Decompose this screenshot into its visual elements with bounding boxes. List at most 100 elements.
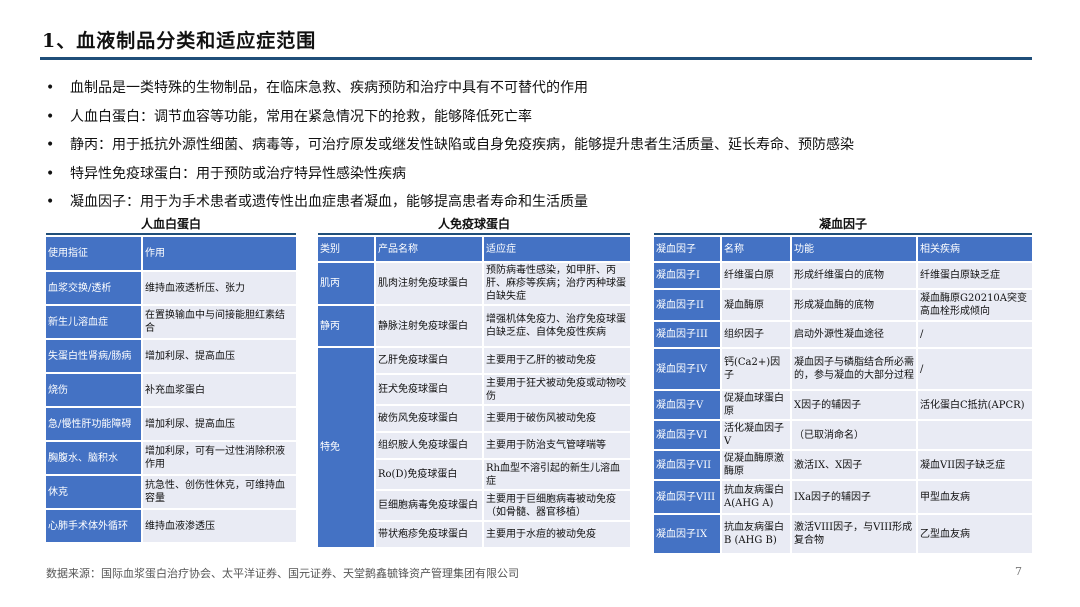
table-cell: 增加利尿、提高血压	[143, 340, 296, 372]
table-cell: 在置换输血中与间接能胆红素结合	[143, 306, 296, 338]
table-row: 急/慢性肝功能障碍 增加利尿、提高血压	[46, 408, 296, 440]
bullet-item: • 人血白蛋白：调节血容等功能，常用在紧急情况下的抢救，能够降低死亡率	[46, 108, 532, 125]
source-footnote: 数据来源：国际血浆蛋白治疗协会、太平洋证券、国元证券、天堂鹅鑫毓锋资产管理集团有…	[46, 567, 519, 580]
table-row: 带状疱疹免疫球蛋白 主要用于水痘的被动免疫	[318, 522, 630, 547]
table-cell: 增强机体免疫力、治疗免疫球蛋白缺乏症、自体免疫性疾病	[484, 306, 630, 346]
table-cell: 抗急性、创伤性休克，可维持血容量	[143, 476, 296, 508]
table-cell: 增加利尿、提高血压	[143, 408, 296, 440]
table-cell: 主要用于狂犬被动免疫或动物咬伤	[484, 375, 630, 404]
table-cell: 乙型血友病	[918, 515, 1032, 553]
table-cell: 钙(Ca2+)因子	[722, 349, 790, 389]
table-cell: 凝血因子与磷脂结合所必需的，参与凝血的大部分过程	[792, 349, 916, 389]
immunoglobulin-table: 类别 产品名称 适应症 肌丙 肌肉注射免疫球蛋白 预防病毒性感染，如甲肝、丙肝、麻疹等疾病…	[316, 235, 632, 549]
table-cell: 凝血酶原	[722, 290, 790, 320]
table-cell: 组织因子	[722, 322, 790, 347]
table-row: 凝血因子VI 活化凝血因子V （已取消命名）	[654, 421, 1032, 449]
immunoglobulin-title: 人免疫球蛋白	[437, 217, 510, 231]
table-cell: 启动外源性凝血途径	[792, 322, 916, 347]
table-cell: 甲型血友病	[918, 481, 1032, 513]
table-cell: 静脉注射免疫球蛋白	[376, 306, 482, 346]
bullet-item: • 特异性免疫球蛋白：用于预防或治疗特异性感染性疾病	[46, 165, 406, 182]
table-cell: 产品名称	[376, 237, 482, 261]
table-row: 烧伤 补充血浆蛋白	[46, 374, 296, 406]
table-cell: 形成纤维蛋白的底物	[792, 263, 916, 288]
table-cell: 名称	[722, 237, 790, 261]
table-row: 肌丙 肌肉注射免疫球蛋白 预防病毒性感染，如甲肝、丙肝、麻疹等疾病；治疗丙种球蛋白缺…	[318, 263, 630, 304]
table-row: 心肺手术体外循环 维持血液渗透压	[46, 510, 296, 542]
table-cell: 烧伤	[46, 374, 141, 406]
table-cell: 胸腹水、脑积水	[46, 442, 141, 474]
table-cell: 特免	[318, 348, 374, 547]
table-cell: 凝血因子I	[654, 263, 720, 288]
table-cell: 适应症	[484, 237, 630, 261]
table-cell: 巨细胞病毒免疫球蛋白	[376, 491, 482, 520]
table-cell: 肌肉注射免疫球蛋白	[376, 263, 482, 304]
table-row: 静丙 静脉注射免疫球蛋白 增强机体免疫力、治疗免疫球蛋白缺乏症、自体免疫性疾病	[318, 306, 630, 346]
table-row: 胸腹水、脑积水 增加利尿，可有一过性消除积液作用	[46, 442, 296, 474]
table-row: 组织胺人免疫球蛋白 主要用于防治支气管哮喘等	[318, 433, 630, 458]
table-row: 狂犬免疫球蛋白 主要用于狂犬被动免疫或动物咬伤	[318, 375, 630, 404]
table-cell: 主要用于防治支气管哮喘等	[484, 433, 630, 458]
table-cell: /	[918, 322, 1032, 347]
table-cell: 凝血因子III	[654, 322, 720, 347]
table-cell: Rh血型不溶引起的新生儿溶血症	[484, 460, 630, 489]
table-row: 休克 抗急性、创伤性休克，可维持血容量	[46, 476, 296, 508]
table-cell: 相关疾病	[918, 237, 1032, 261]
table-cell: 促凝血球蛋白原	[722, 391, 790, 419]
table-cell: 主要用于巨细胞病毒被动免疫（如骨髓、器官移植）	[484, 491, 630, 520]
table-cell: 纤维蛋白原	[722, 263, 790, 288]
table-cell: 凝血因子VII	[654, 451, 720, 479]
table-header-row: 使用指征 作用	[46, 237, 296, 270]
table-row: 失蛋白性肾病/肠病 增加利尿、提高血压	[46, 340, 296, 372]
table-cell: Ro(D)免疫球蛋白	[376, 460, 482, 489]
albumin-title-rule	[46, 233, 296, 235]
table-cell: 凝血因子V	[654, 391, 720, 419]
table-cell: 失蛋白性肾病/肠病	[46, 340, 141, 372]
coagulation-table: 凝血因子 名称 功能 相关疾病 凝血因子I 纤维蛋白原 形成纤维蛋白的底物 纤维蛋白原缺乏症凝…	[652, 235, 1034, 555]
table-cell: 活化凝血因子V	[722, 421, 790, 449]
table-cell: 血浆交换/透析	[46, 272, 141, 304]
albumin-table: 使用指征 作用 血浆交换/透析 维持血液透析压、张力 新生儿溶血症 在置换输血中与间接能胆…	[44, 235, 298, 544]
table-row: 特免 乙肝免疫球蛋白 主要用于乙肝的被动免疫	[318, 348, 630, 547]
table-cell: 心肺手术体外循环	[46, 510, 141, 542]
table-cell: 静丙	[318, 306, 374, 346]
table-cell: 维持血液渗透压	[143, 510, 296, 542]
table-cell: 功能	[792, 237, 916, 261]
title-divider	[40, 57, 1032, 60]
table-cell: 促凝血酶原激酶原	[722, 451, 790, 479]
table-row: Ro(D)免疫球蛋白 Rh血型不溶引起的新生儿溶血症	[318, 460, 630, 489]
table-cell: /	[918, 349, 1032, 389]
immunoglobulin-title-rule	[318, 233, 630, 235]
table-cell: 类别	[318, 237, 374, 261]
table-cell: 乙肝免疫球蛋白	[376, 348, 482, 373]
table-row: 凝血因子V 促凝血球蛋白原 X因子的辅因子 活化蛋白C抵抗(APCR)	[654, 391, 1032, 419]
table-cell: 凝血因子IX	[654, 515, 720, 553]
bullet-item: • 血制品是一类特殊的生物制品，在临床急救、疾病预防和治疗中具有不可替代的作用	[46, 80, 588, 96]
table-cell: 急/慢性肝功能障碍	[46, 408, 141, 440]
table-header-row: 凝血因子 名称 功能 相关疾病	[654, 237, 1032, 261]
table-cell: 增加利尿，可有一过性消除积液作用	[143, 442, 296, 474]
table-row: 巨细胞病毒免疫球蛋白 主要用于巨细胞病毒被动免疫（如骨髓、器官移植）	[318, 491, 630, 520]
table-cell: 凝血VII因子缺乏症	[918, 451, 1032, 479]
table-row: 凝血因子III 组织因子 启动外源性凝血途径 /	[654, 322, 1032, 347]
table-cell: 组织胺人免疫球蛋白	[376, 433, 482, 458]
table-cell: 维持血液透析压、张力	[143, 272, 296, 304]
table-row: 凝血因子VII 促凝血酶原激酶原 激活IX、X因子 凝血VII因子缺乏症	[654, 451, 1032, 479]
table-cell: 主要用于破伤风被动免疫	[484, 406, 630, 431]
table-cell: 主要用于乙肝的被动免疫	[484, 348, 630, 373]
table-cell: 肌丙	[318, 263, 374, 304]
table-cell: 主要用于水痘的被动免疫	[484, 522, 630, 547]
table-header-row: 类别 产品名称 适应症	[318, 237, 630, 261]
table-row: 凝血因子I 纤维蛋白原 形成纤维蛋白的底物 纤维蛋白原缺乏症	[654, 263, 1032, 288]
table-cell: 活化蛋白C抵抗(APCR)	[918, 391, 1032, 419]
page-number: 7	[1015, 565, 1022, 578]
table-cell: 休克	[46, 476, 141, 508]
table-cell: 凝血因子II	[654, 290, 720, 320]
table-row: 凝血因子IV 钙(Ca2+)因子 凝血因子与磷脂结合所必需的，参与凝血的大部分过程 /	[654, 349, 1032, 389]
table-cell: 补充血浆蛋白	[143, 374, 296, 406]
table-cell: 抗血友病蛋白A(AHG A)	[722, 481, 790, 513]
table-cell: （已取消命名）	[792, 421, 916, 449]
bullet-item: • 静丙：用于抵抗外源性细菌、病毒等，可治疗原发或继发性缺陷或自身免疫疾病，能够提…	[46, 137, 854, 153]
table-row: 凝血因子II 凝血酶原 形成凝血酶的底物 凝血酶原G20210A突变高血栓形成倾向	[654, 290, 1032, 320]
table-cell: 凝血因子VIII	[654, 481, 720, 513]
